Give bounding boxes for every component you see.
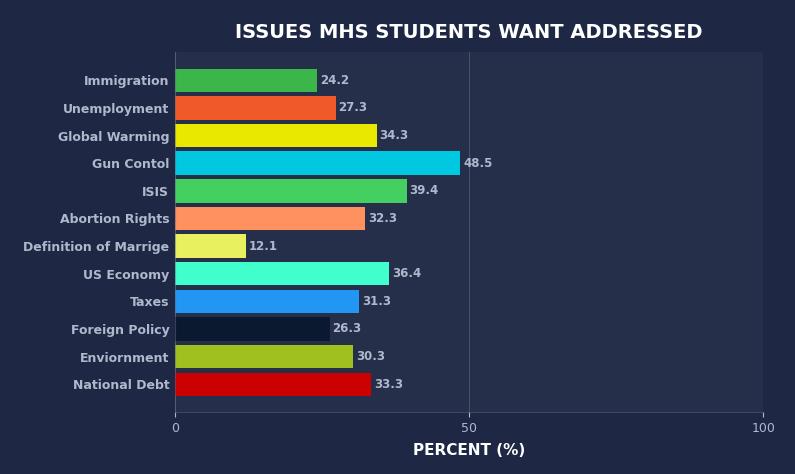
- Bar: [175, 262, 389, 285]
- Text: 36.4: 36.4: [392, 267, 421, 280]
- Text: 26.3: 26.3: [332, 322, 362, 336]
- Bar: [175, 124, 377, 147]
- Bar: [175, 317, 330, 341]
- Bar: [175, 290, 359, 313]
- Text: 39.4: 39.4: [409, 184, 439, 197]
- Text: 30.3: 30.3: [356, 350, 385, 363]
- Text: 27.3: 27.3: [339, 101, 367, 114]
- Text: 12.1: 12.1: [249, 239, 278, 253]
- Bar: [175, 69, 317, 92]
- Text: 48.5: 48.5: [463, 157, 493, 170]
- Text: 32.3: 32.3: [368, 212, 397, 225]
- Bar: [175, 345, 353, 368]
- Text: 33.3: 33.3: [374, 378, 403, 391]
- Title: ISSUES MHS STUDENTS WANT ADDRESSED: ISSUES MHS STUDENTS WANT ADDRESSED: [235, 23, 703, 42]
- Bar: [175, 373, 370, 396]
- Bar: [175, 207, 365, 230]
- Bar: [175, 179, 407, 202]
- Text: 34.3: 34.3: [380, 129, 409, 142]
- Text: 31.3: 31.3: [362, 295, 391, 308]
- Text: 24.2: 24.2: [320, 74, 349, 87]
- Bar: [175, 96, 335, 119]
- X-axis label: PERCENT (%): PERCENT (%): [413, 444, 525, 458]
- Bar: [175, 234, 246, 258]
- Bar: [175, 151, 460, 175]
